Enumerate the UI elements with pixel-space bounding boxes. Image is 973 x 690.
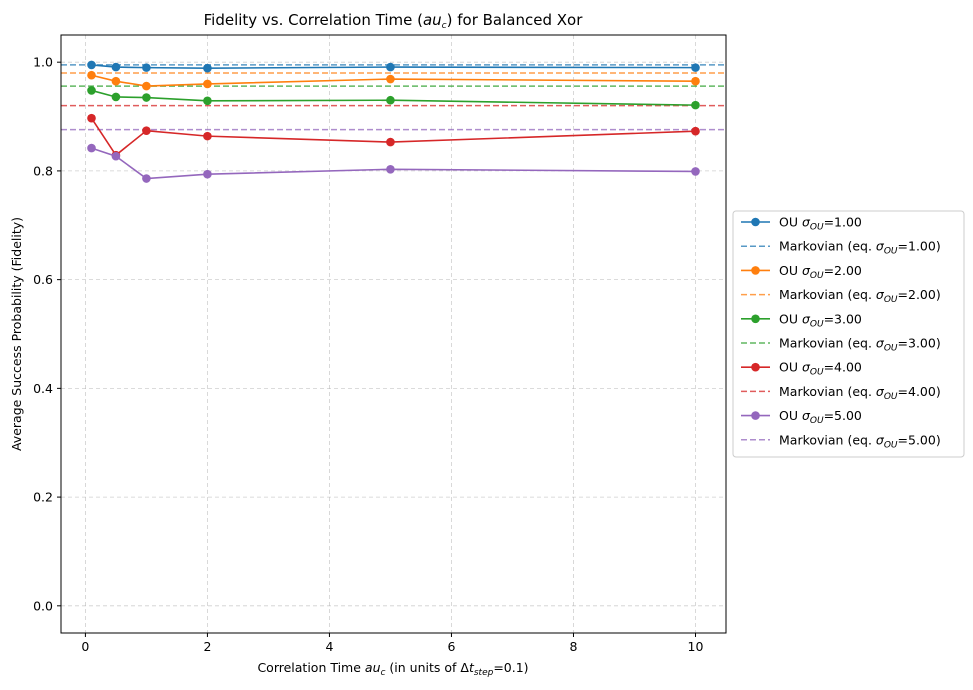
series-line <box>90 117 696 157</box>
data-point <box>386 62 395 72</box>
data-point <box>142 81 151 91</box>
data-point <box>87 70 96 80</box>
x-tick-label: 10 <box>688 639 704 654</box>
y-tick-label: 1.0 <box>33 55 53 70</box>
data-point <box>203 131 212 141</box>
data-point <box>691 63 700 72</box>
legend-label: OU σOU=2.00 <box>779 263 862 281</box>
y-tick-label: 0.0 <box>33 598 53 613</box>
legend-marker <box>751 217 760 227</box>
x-tick-label: 0 <box>81 639 89 654</box>
legend-label: Markovian (eq. σOU=4.00) <box>779 384 941 402</box>
legend-label: Markovian (eq. σOU=1.00) <box>779 239 941 257</box>
legend-label: Markovian (eq. σOU=5.00) <box>779 432 941 450</box>
data-point <box>87 60 96 70</box>
data-point <box>691 167 700 176</box>
data-point <box>142 126 151 135</box>
grid <box>61 35 726 633</box>
legend-label: OU σOU=5.00 <box>779 408 862 426</box>
data-point <box>386 74 395 84</box>
x-tick-label: 2 <box>203 639 211 654</box>
y-tick-label: 0.2 <box>33 490 53 505</box>
data-point <box>386 95 395 105</box>
data-point <box>142 174 151 183</box>
x-tick-label: 8 <box>570 639 578 654</box>
data-point <box>386 164 395 174</box>
data-point <box>87 86 96 95</box>
plot-frame <box>60 34 727 634</box>
legend-label: OU σOU=4.00 <box>779 360 862 378</box>
x-axis-label: Correlation Time auc (in units of Δtstep… <box>257 660 528 678</box>
legend-marker <box>751 266 760 275</box>
data-point <box>203 169 212 179</box>
data-point <box>111 92 121 102</box>
legend-label: Markovian (eq. σOU=3.00) <box>779 336 941 354</box>
legend-marker <box>751 362 760 372</box>
y-axis-label: Average Success Probability (Fidelity) <box>9 217 24 451</box>
data-point <box>111 151 121 161</box>
data-point <box>203 79 212 89</box>
data-point <box>203 96 212 106</box>
x-tick-label: 4 <box>325 639 333 654</box>
y-tick-label: 0.4 <box>33 381 53 396</box>
series-lines <box>87 60 700 183</box>
legend-marker <box>751 314 760 324</box>
y-tick-label: 0.6 <box>33 272 53 287</box>
data-point <box>111 62 121 72</box>
legend: OU σOU=1.00 Markovian (eq. σOU=1.00) OU σO… <box>732 210 965 458</box>
data-point <box>142 93 151 102</box>
plot-background <box>61 35 726 633</box>
data-point <box>203 63 212 73</box>
y-tick-label: 0.8 <box>33 163 53 178</box>
legend-label: Markovian (eq. σOU=2.00) <box>779 287 941 305</box>
chart-title: Fidelity vs. Correlation Time (auc) for … <box>204 11 584 31</box>
y-axis-ticks: 0.0 0.2 0.4 0.6 0.8 1.0 <box>33 55 61 613</box>
legend-marker <box>751 411 760 420</box>
data-point <box>142 63 151 72</box>
x-tick-label: 6 <box>447 639 455 654</box>
data-point <box>691 76 700 86</box>
data-point <box>87 143 96 153</box>
legend-frame <box>732 210 965 458</box>
data-point <box>111 76 121 86</box>
legend-label: OU σOU=1.00 <box>779 215 862 233</box>
data-point <box>386 137 395 147</box>
data-point <box>691 126 700 136</box>
data-point <box>87 113 96 123</box>
x-axis-ticks: 0 2 4 6 8 10 <box>81 633 703 654</box>
legend-label: OU σOU=3.00 <box>779 311 862 329</box>
data-point <box>691 100 700 110</box>
markovian-lines <box>61 64 726 131</box>
